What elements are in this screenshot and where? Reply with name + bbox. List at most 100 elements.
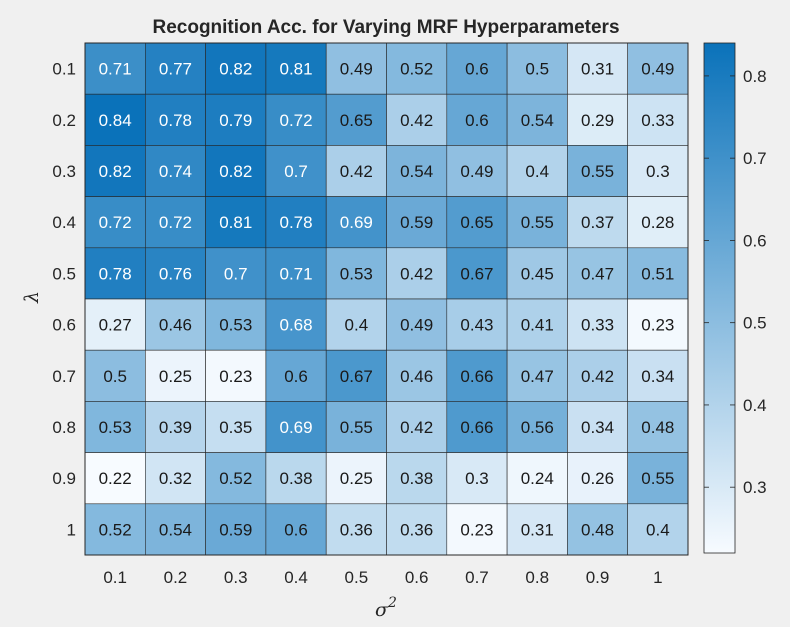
cell-value-label: 0.4 [646,520,670,539]
y-tick-label: 0.1 [52,60,76,79]
heatmap-cell [325,401,387,453]
cell-value-label: 0.38 [400,469,433,488]
heatmap-cell [205,145,267,197]
cell-value-label: 0.46 [159,316,192,335]
cell-value-label: 0.23 [219,367,252,386]
cell-value-label: 0.3 [646,162,670,181]
colorbar-tick-label: 0.3 [743,478,767,497]
heatmap-cell [627,349,689,402]
cell-value-label: 0.42 [400,418,433,437]
colorbar-tick-label: 0.5 [743,314,767,333]
cell-value-label: 0.77 [159,60,192,79]
y-tick-label: 0.4 [52,213,76,232]
cell-value-label: 0.27 [99,316,132,335]
cell-value-label: 0.49 [400,316,433,335]
cell-value-label: 0.76 [159,264,192,283]
cell-value-label: 0.7 [284,162,308,181]
heatmap-cell [145,93,206,146]
cell-value-label: 0.71 [280,264,313,283]
heatmap-cell [446,145,508,197]
x-tick-label: 0.2 [164,568,188,587]
cell-value-label: 0.41 [521,316,554,335]
cell-value-label: 0.59 [219,520,252,539]
heatmap-cell [386,503,448,556]
cell-value-label: 0.72 [99,213,132,232]
heatmap-cell [627,196,689,249]
heatmap-cell [325,42,387,95]
cell-value-label: 0.52 [99,520,132,539]
x-tick-label: 0.3 [224,568,248,587]
cell-value-label: 0.28 [641,213,674,232]
cell-value-label: 0.82 [99,162,132,181]
heatmap-cell [627,247,689,300]
cell-value-label: 0.35 [219,418,252,437]
heatmap-cell [265,349,327,402]
colorbar-gradient [703,42,736,554]
cell-value-label: 0.49 [460,162,493,181]
heatmap-cell [84,503,146,556]
heatmap-cell [325,247,387,300]
heatmap-cell [627,503,689,556]
colorbar-tick-label: 0.8 [743,67,767,86]
cell-value-label: 0.24 [521,469,554,488]
cell-value-label: 0.6 [465,60,489,79]
cell-value-label: 0.4 [345,316,369,335]
cell-value-label: 0.26 [581,469,614,488]
heatmap-cell [446,401,508,453]
cell-value-label: 0.53 [340,264,373,283]
cell-value-label: 0.49 [340,60,373,79]
heatmap-cell [84,145,146,197]
heatmap-cell [446,349,508,402]
cell-value-label: 0.31 [581,60,614,79]
cell-value-label: 0.81 [219,213,252,232]
cell-value-label: 0.34 [581,418,614,437]
heatmap-cell [386,349,448,402]
cell-value-label: 0.81 [280,60,313,79]
cell-value-label: 0.78 [280,213,313,232]
heatmap-cell [386,42,448,95]
heatmap-cell [84,196,146,249]
colorbar-tick-label: 0.4 [743,396,767,415]
heatmap-cell [567,503,629,556]
cell-value-label: 0.38 [280,469,313,488]
heatmap-cell [567,452,629,505]
heatmap-cell [325,298,387,351]
cell-value-label: 0.6 [284,520,308,539]
cell-value-label: 0.69 [340,213,373,232]
heatmap-cell [325,196,387,249]
heatmap-cell [446,196,508,249]
cell-value-label: 0.23 [641,316,674,335]
cell-value-label: 0.37 [581,213,614,232]
x-axis-label: σ2 [375,595,397,621]
cell-value-label: 0.68 [280,316,313,335]
heatmap-cell [446,298,508,351]
heatmap-cell [627,42,689,95]
cell-value-label: 0.3 [465,469,489,488]
cell-value-label: 0.31 [521,520,554,539]
heatmap-cell [567,145,629,197]
heatmap-cell [205,298,267,351]
heatmap-cell [506,503,568,556]
heatmap-cell [567,196,629,249]
cell-value-label: 0.6 [465,111,489,130]
cell-value-label: 0.47 [521,367,554,386]
cell-value-label: 0.65 [340,111,373,130]
plot-border [84,42,689,556]
cell-value-label: 0.69 [280,418,313,437]
heatmap-cell [506,349,568,402]
cell-value-label: 0.32 [159,469,192,488]
cell-value-label: 0.48 [641,418,674,437]
heatmap-cell [84,298,146,351]
y-tick-label: 0.5 [52,264,76,283]
x-tick-label: 0.4 [284,568,308,587]
heatmap-cell [506,145,568,197]
cell-value-label: 0.43 [460,316,493,335]
heatmap-cell [145,503,206,556]
cell-value-label: 0.46 [400,367,433,386]
heatmap-cell [205,401,267,453]
cell-value-label: 0.82 [219,60,252,79]
cell-value-label: 0.36 [340,520,373,539]
heatmap-cell [84,42,146,95]
cell-value-label: 0.79 [219,111,252,130]
y-tick-label: 0.6 [52,316,76,335]
